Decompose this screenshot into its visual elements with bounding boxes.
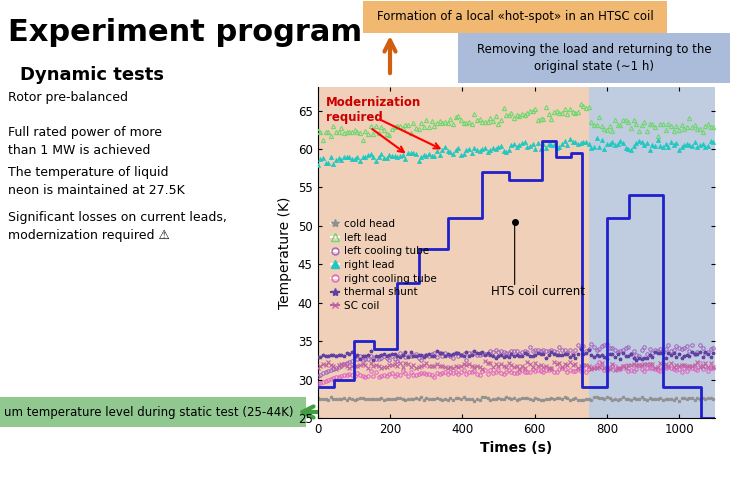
Text: Experiment program: Experiment program — [8, 18, 362, 47]
Bar — [589, 87, 715, 418]
Text: The temperature of liquid
neon is maintained at 27.5K: The temperature of liquid neon is mainta… — [8, 166, 185, 197]
Text: Dynamic tests: Dynamic tests — [20, 66, 164, 84]
Text: um temperature level during static test (25-44K): um temperature level during static test … — [4, 405, 293, 418]
Legend: cold head, left lead, left cooling tube, right lead, right cooling tube, thermal: cold head, left lead, left cooling tube,… — [327, 215, 442, 315]
Text: Removing the load and returning to the
original state (∼1 h): Removing the load and returning to the o… — [477, 43, 711, 73]
Bar — [318, 87, 589, 418]
Text: HTS coil current: HTS coil current — [491, 285, 585, 298]
Text: Formation of a local «hot-spot» in an HTSC coil: Formation of a local «hot-spot» in an HT… — [377, 11, 653, 23]
Y-axis label: Temperature (K): Temperature (K) — [278, 196, 292, 309]
Text: Significant losses on current leads,
modernization required ⚠: Significant losses on current leads, mod… — [8, 211, 227, 242]
FancyBboxPatch shape — [0, 397, 306, 427]
Text: Full rated power of more
than 1 MW is achieved: Full rated power of more than 1 MW is ac… — [8, 126, 162, 157]
Text: Rotor pre-balanced: Rotor pre-balanced — [8, 91, 128, 104]
X-axis label: Times (s): Times (s) — [480, 441, 553, 455]
Text: Modernization
required: Modernization required — [326, 96, 420, 124]
Bar — [318, 272, 715, 418]
FancyBboxPatch shape — [363, 1, 667, 33]
FancyBboxPatch shape — [458, 33, 730, 83]
